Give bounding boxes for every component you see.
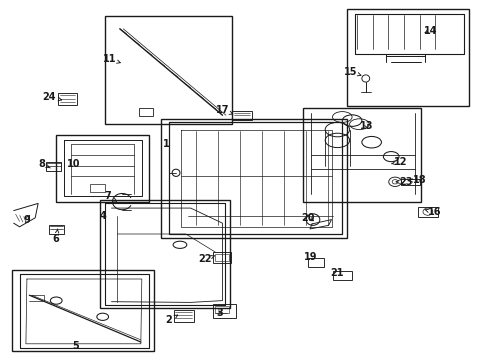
Text: 11: 11 <box>103 54 120 64</box>
Text: 12: 12 <box>390 157 407 167</box>
Bar <box>12 270 154 351</box>
Bar <box>215 254 228 261</box>
Bar <box>303 108 420 202</box>
Text: 4: 4 <box>99 211 106 221</box>
Text: 7: 7 <box>104 191 116 201</box>
Text: 6: 6 <box>53 229 60 244</box>
Bar <box>307 258 323 267</box>
Bar <box>49 225 63 234</box>
Text: 18: 18 <box>408 175 426 185</box>
Text: 3: 3 <box>216 308 223 318</box>
Bar <box>333 271 351 280</box>
Bar <box>215 306 228 313</box>
Bar <box>100 200 229 308</box>
Bar <box>232 111 251 120</box>
Bar <box>46 162 61 171</box>
Text: 24: 24 <box>42 92 61 102</box>
Bar <box>90 184 105 192</box>
Text: 8: 8 <box>38 159 50 169</box>
Text: 15: 15 <box>344 67 360 77</box>
Bar <box>139 108 153 116</box>
Text: 23: 23 <box>395 177 412 187</box>
Text: 5: 5 <box>72 341 79 351</box>
Bar <box>346 9 468 106</box>
Bar <box>161 119 346 238</box>
Text: 10: 10 <box>66 159 80 169</box>
Text: 22: 22 <box>198 254 215 264</box>
Text: 20: 20 <box>301 213 314 223</box>
Bar <box>173 310 194 322</box>
Text: 19: 19 <box>303 252 317 262</box>
Text: 21: 21 <box>330 268 344 278</box>
Bar <box>105 16 232 124</box>
Text: 1: 1 <box>163 139 169 149</box>
Bar <box>56 135 149 202</box>
Bar <box>212 304 236 318</box>
Text: 9: 9 <box>23 215 30 225</box>
Bar <box>212 252 231 263</box>
Bar <box>58 93 77 105</box>
Text: 17: 17 <box>215 105 232 115</box>
Text: 13: 13 <box>359 121 373 131</box>
Bar <box>417 207 437 217</box>
Text: 16: 16 <box>424 207 440 217</box>
Text: 14: 14 <box>423 26 436 36</box>
Text: 2: 2 <box>165 315 177 325</box>
